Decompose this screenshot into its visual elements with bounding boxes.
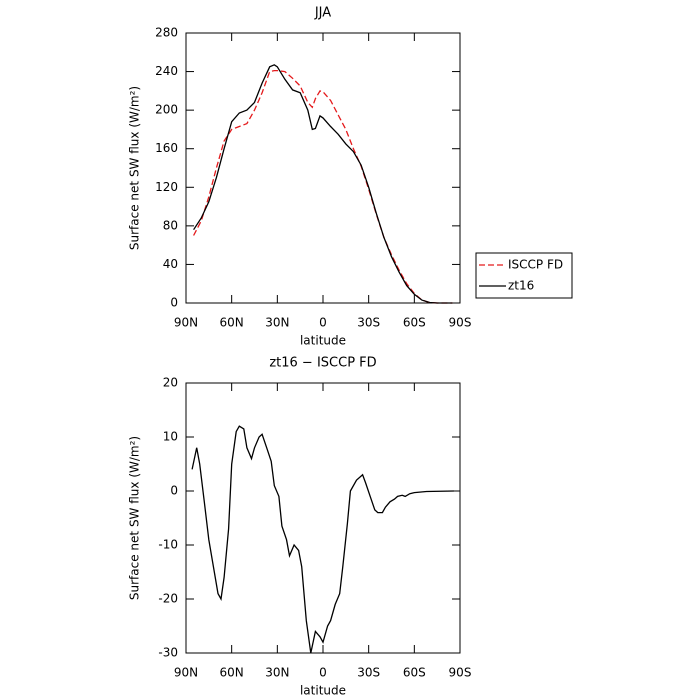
x-axis-label: latitude <box>300 334 346 348</box>
x-tick-label: 60S <box>403 666 426 680</box>
y-tick-label: 80 <box>163 218 178 232</box>
y-tick-label: 10 <box>163 430 178 444</box>
legend-box <box>475 252 573 299</box>
x-tick-label: 30S <box>357 666 380 680</box>
y-tick-label: -30 <box>158 646 178 660</box>
x-tick-label: 0 <box>319 666 327 680</box>
x-tick-label: 90S <box>449 666 472 680</box>
y-tick-label: 0 <box>170 296 178 310</box>
legend-label: ISCCP FD <box>508 258 563 272</box>
y-tick-label: 40 <box>163 257 178 271</box>
x-tick-label: 60N <box>220 316 244 330</box>
legend-label: zt16 <box>508 279 534 293</box>
y-tick-label: 0 <box>170 484 178 498</box>
x-tick-label: 90S <box>449 316 472 330</box>
line-series <box>193 64 453 304</box>
plot-frame <box>185 32 461 304</box>
y-tick-label: -10 <box>158 538 178 552</box>
x-tick-label: 0 <box>319 316 327 330</box>
y-axis-label: Surface net SW flux (W/m²) <box>128 86 142 250</box>
x-tick-label: 30N <box>265 666 289 680</box>
line-series <box>191 425 454 654</box>
x-tick-label: 90N <box>174 666 198 680</box>
chart-title: JJA <box>314 6 331 21</box>
y-tick-label: 20 <box>163 376 178 390</box>
plot-frame <box>185 382 461 654</box>
x-tick-label: 60S <box>403 316 426 330</box>
y-tick-label: 280 <box>155 26 178 40</box>
y-tick-label: 120 <box>155 180 178 194</box>
x-tick-label: 30N <box>265 316 289 330</box>
x-tick-label: 60N <box>220 666 244 680</box>
x-tick-label: 90N <box>174 316 198 330</box>
chart-title: zt16 − ISCCP FD <box>269 356 376 371</box>
y-tick-label: -20 <box>158 592 178 606</box>
y-axis-label: Surface net SW flux (W/m²) <box>128 436 142 600</box>
x-tick-label: 30S <box>357 316 380 330</box>
line-series <box>193 69 453 304</box>
y-tick-label: 160 <box>155 141 178 155</box>
y-tick-label: 240 <box>155 64 178 78</box>
x-axis-label: latitude <box>300 684 346 698</box>
y-tick-label: 200 <box>155 103 178 117</box>
